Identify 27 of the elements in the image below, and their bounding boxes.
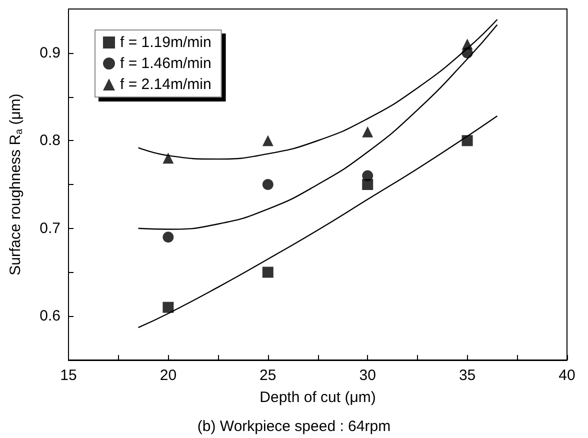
point (262, 135, 274, 146)
point (462, 135, 473, 146)
y-tick-label: 0.6 (40, 308, 60, 325)
legend-label: f = 1.19m/min (120, 34, 212, 51)
line-series (138, 115, 498, 328)
point (162, 232, 174, 243)
point (262, 179, 274, 190)
x-tick-label: 35 (458, 367, 476, 384)
text: (b) Workpiece speed : 64rpm (197, 418, 391, 435)
x-tick-label: 30 (359, 367, 376, 384)
legend-label: f = 1.46m/min (120, 55, 212, 72)
x-tick-label: 40 (558, 367, 576, 384)
x-tick-label: 25 (260, 367, 276, 384)
point (462, 38, 473, 50)
y-tick-label: 0.9 (40, 44, 60, 62)
point (162, 152, 174, 164)
point (162, 302, 174, 313)
point (262, 266, 274, 278)
y-tick-label: 0.8 (40, 132, 60, 150)
y-tick-label: 0.7 (40, 220, 60, 237)
point (362, 126, 374, 138)
x-tick-label: 20 (160, 367, 177, 384)
x-tick-label: 15 (60, 367, 77, 384)
y-axis-title: Surface roughness Ra (μm) (7, 94, 25, 276)
point (362, 170, 374, 182)
x-axis-title: Depth of cut (μm) (260, 389, 376, 406)
legend-label: f = 2.14m/min (120, 76, 212, 93)
